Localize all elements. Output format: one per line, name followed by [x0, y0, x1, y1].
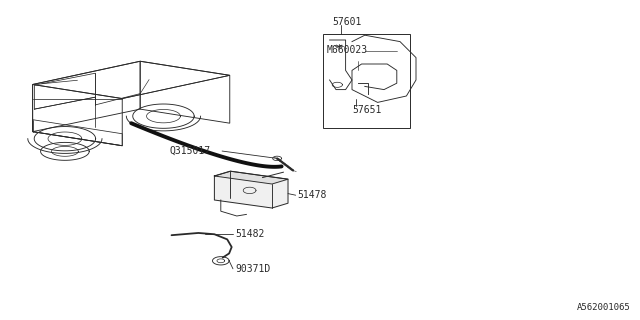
Text: 51482: 51482 — [235, 228, 264, 239]
Text: 57601: 57601 — [333, 17, 362, 28]
Text: 57651: 57651 — [352, 105, 381, 116]
Text: 51478: 51478 — [298, 190, 327, 200]
Text: 90371D: 90371D — [235, 264, 270, 274]
Text: M660023: M660023 — [326, 44, 367, 55]
Polygon shape — [214, 171, 288, 184]
Text: Q315017: Q315017 — [170, 146, 211, 156]
Text: A562001065: A562001065 — [577, 303, 630, 312]
Polygon shape — [214, 171, 288, 208]
Bar — [323, 34, 410, 128]
